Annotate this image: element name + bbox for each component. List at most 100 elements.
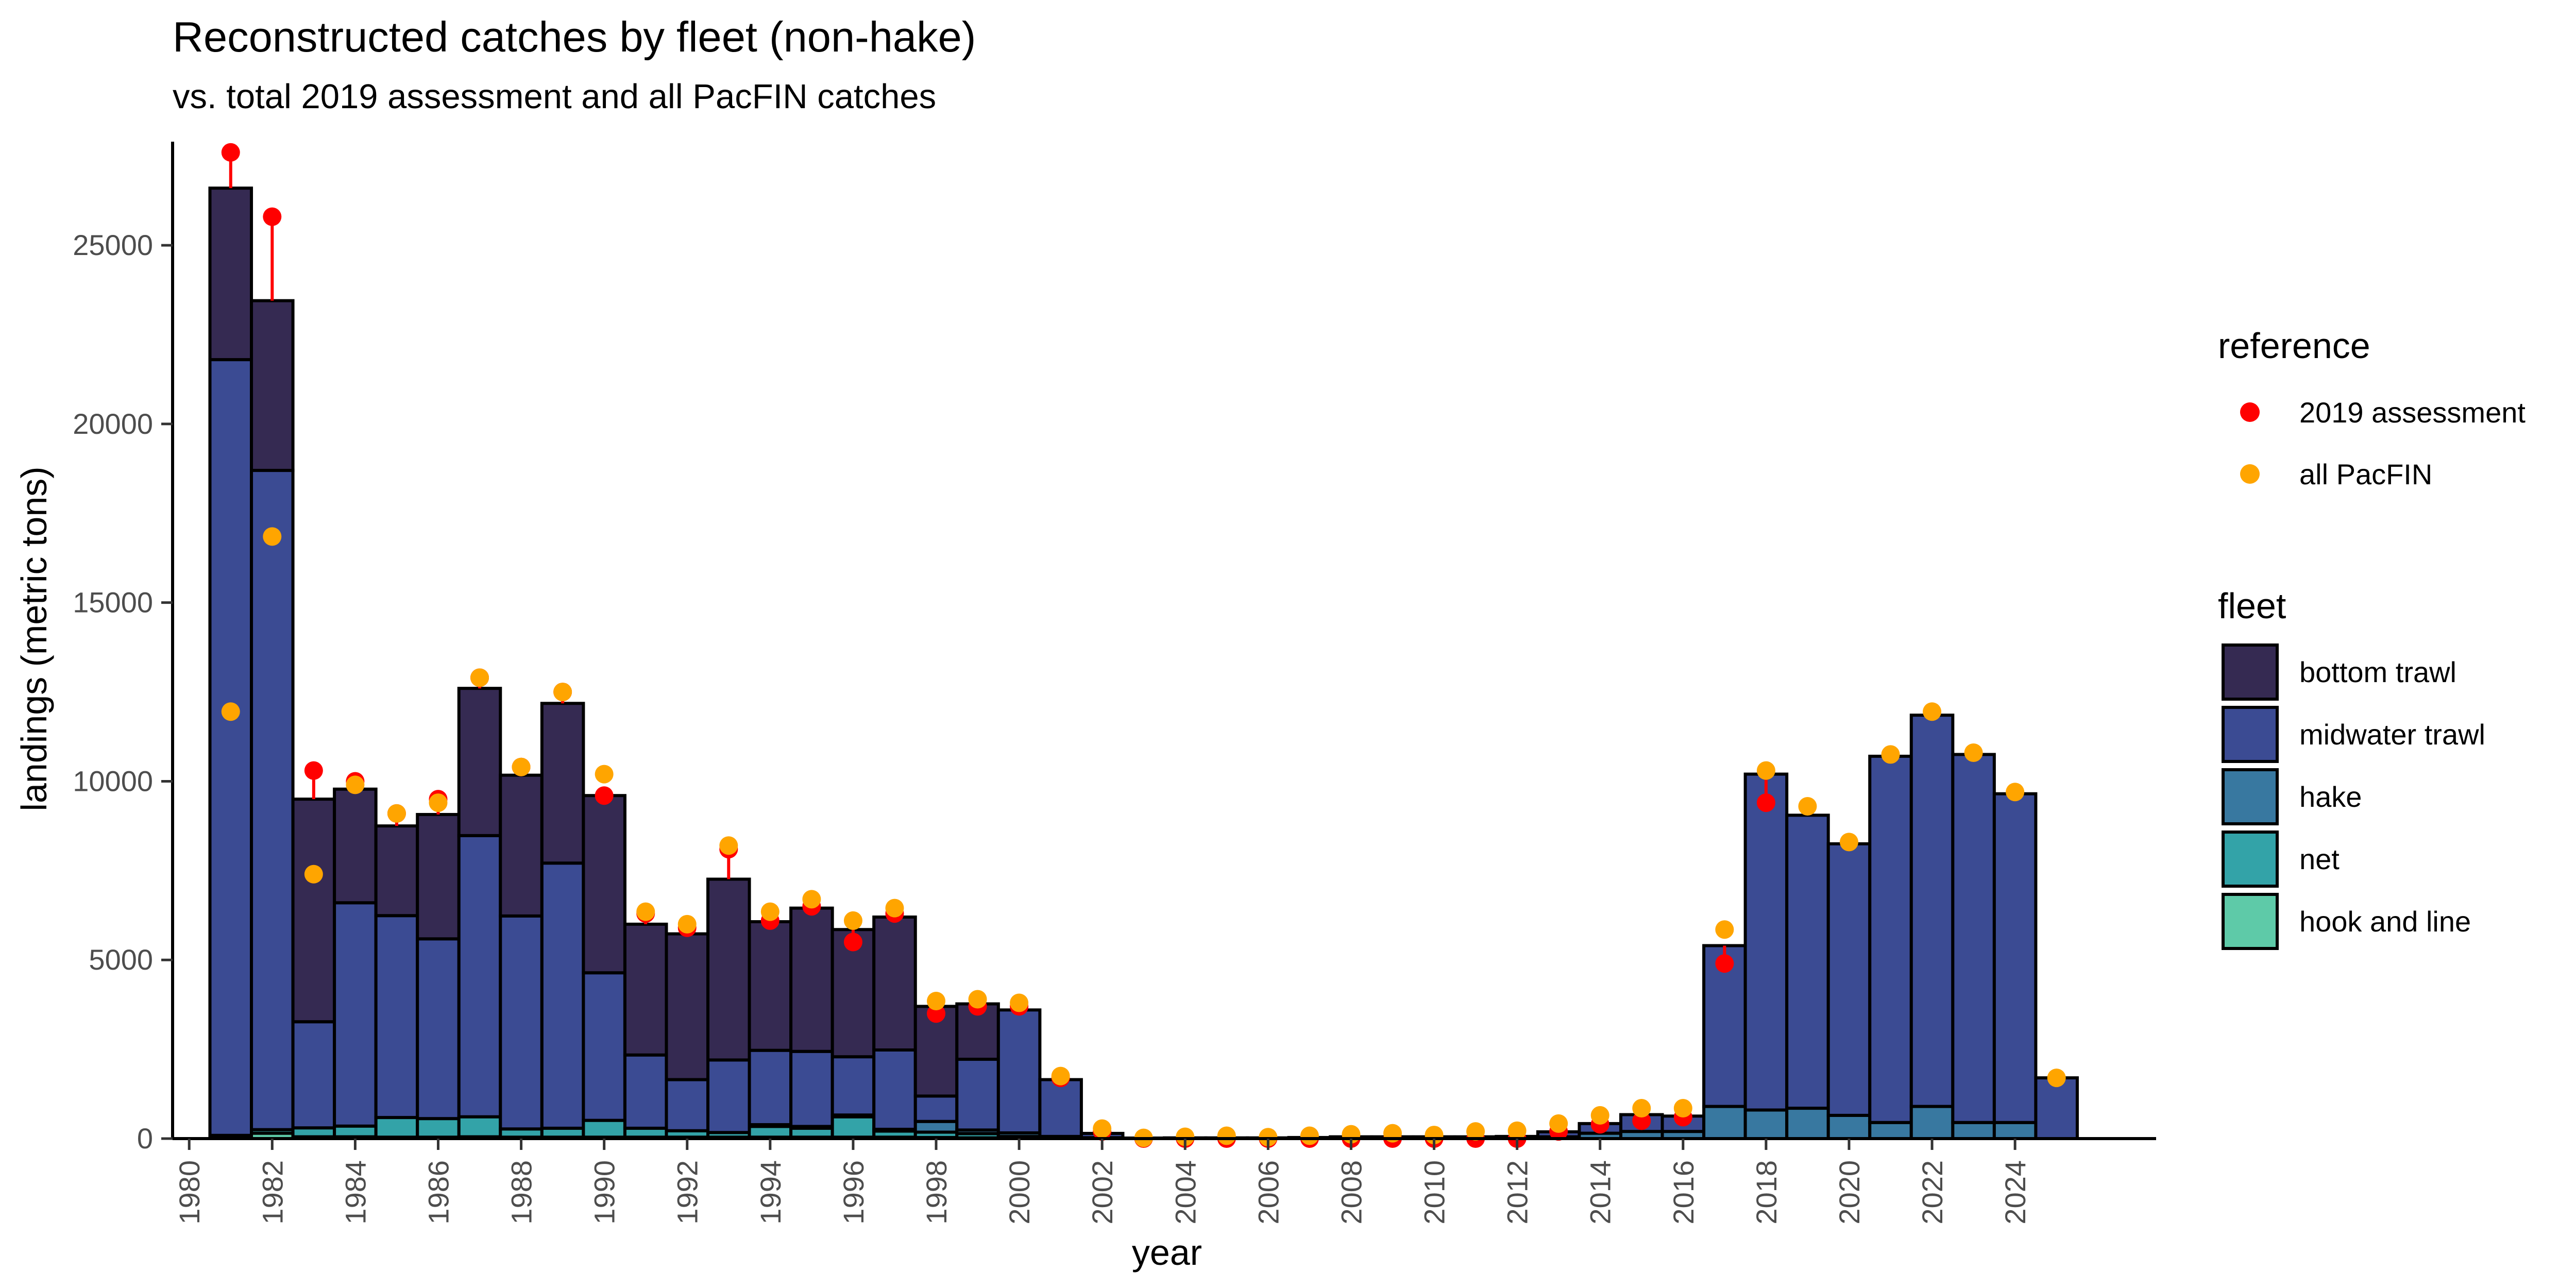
x-tick-label-2024: 2024 — [1999, 1160, 2031, 1225]
bar-midwater-trawl-1991 — [623, 1053, 668, 1130]
bar-net-1990 — [582, 1118, 626, 1139]
point-all-pacfin-1993 — [719, 836, 738, 855]
bar-midwater-trawl-1990 — [582, 971, 626, 1122]
bar-midwater-trawl-2023 — [1951, 753, 1996, 1124]
y-tick-label-0: 0 — [137, 1122, 153, 1155]
point-2019-assessment-1983 — [304, 761, 323, 780]
point-all-pacfin-2023 — [1964, 743, 1983, 762]
bar-midwater-trawl-2024 — [1992, 792, 2038, 1124]
bar-midwater-trawl-1997 — [872, 1048, 917, 1131]
x-tick-label-1980: 1980 — [173, 1160, 206, 1225]
point-all-pacfin-1989 — [553, 683, 572, 702]
point-all-pacfin-2011 — [1466, 1122, 1485, 1141]
x-tick-label-1988: 1988 — [505, 1160, 538, 1225]
x-tick-label-1986: 1986 — [422, 1160, 454, 1225]
point-all-pacfin-1984 — [346, 775, 365, 794]
bar-bottom-trawl-1984 — [333, 787, 378, 905]
point-all-pacfin-1983 — [304, 865, 323, 884]
x-tick-label-2022: 2022 — [1916, 1160, 1948, 1225]
bar-bottom-trawl-1983 — [291, 798, 336, 1024]
x-tick-label-2002: 2002 — [1086, 1160, 1118, 1225]
bar-midwater-trawl-2000 — [996, 1008, 1042, 1134]
y-tick-label-15000: 15000 — [73, 586, 153, 619]
bar-bottom-trawl-1988 — [499, 773, 544, 918]
bar-midwater-trawl-1981 — [208, 358, 253, 1137]
point-2019-assessment-1990 — [595, 786, 614, 805]
bar-net-1986 — [416, 1117, 461, 1139]
bar-midwater-trawl-1987 — [457, 834, 502, 1118]
bar-midwater-trawl-1986 — [416, 937, 461, 1121]
point-2019-assessment-1996 — [843, 933, 862, 952]
bar-midwater-trawl-1998 — [913, 1094, 959, 1123]
bar-bottom-trawl-1995 — [789, 906, 834, 1053]
point-all-pacfin-1998 — [927, 991, 946, 1010]
point-all-pacfin-2018 — [1756, 761, 1775, 780]
point-all-pacfin-1986 — [429, 793, 448, 812]
bar-midwater-trawl-1996 — [831, 1055, 876, 1117]
bar-bottom-trawl-1990 — [582, 794, 626, 975]
point-all-pacfin-2007 — [1300, 1126, 1319, 1145]
bar-hake-2024 — [1992, 1121, 2038, 1140]
point-all-pacfin-1997 — [885, 899, 904, 918]
point-all-pacfin-2019 — [1798, 797, 1817, 816]
legend-label-2019-assessment: 2019 assessment — [2299, 396, 2526, 429]
bar-bottom-trawl-1981 — [208, 187, 253, 362]
point-all-pacfin-2017 — [1715, 920, 1734, 939]
point-all-pacfin-2024 — [2006, 783, 2025, 802]
bar-midwater-trawl-1989 — [540, 861, 585, 1130]
legend-swatch-bottom-trawl — [2222, 643, 2279, 701]
bar-hake-1998 — [913, 1120, 959, 1134]
legend-label-bottom-trawl: bottom trawl — [2299, 656, 2456, 688]
bar-hake-2017 — [1702, 1105, 1747, 1140]
bar-bottom-trawl-1992 — [665, 932, 710, 1081]
bar-midwater-trawl-1985 — [374, 914, 419, 1120]
legend-swatch-net — [2222, 831, 2279, 888]
point-2019-assessment-2018 — [1756, 793, 1775, 812]
point-all-pacfin-2014 — [1590, 1106, 1609, 1125]
bar-midwater-trawl-1992 — [665, 1078, 710, 1132]
x-tick-label-2018: 2018 — [1750, 1160, 1783, 1225]
legend-swatch-hake — [2222, 768, 2279, 825]
legend-label-net: net — [2299, 843, 2340, 875]
bar-midwater-trawl-1993 — [706, 1058, 751, 1134]
bar-midwater-trawl-1988 — [499, 914, 544, 1131]
point-2019-assessment-1981 — [221, 143, 240, 162]
point-all-pacfin-1999 — [968, 990, 987, 1009]
bar-midwater-trawl-2018 — [1743, 772, 1789, 1112]
bar-net-1996 — [831, 1115, 876, 1139]
chart-title: Reconstructed catches by fleet (non-hake… — [173, 13, 976, 61]
point-all-pacfin-2002 — [1093, 1119, 1112, 1138]
y-tick-label-25000: 25000 — [73, 229, 153, 261]
point-all-pacfin-1981 — [221, 702, 240, 721]
point-all-pacfin-1994 — [760, 902, 779, 921]
y-axis-title: landings (metric tons) — [14, 466, 54, 811]
bar-hake-2020 — [1826, 1113, 1872, 1141]
bar-hake-2018 — [1743, 1108, 1789, 1140]
point-all-pacfin-2012 — [1507, 1121, 1527, 1140]
x-tick-label-1998: 1998 — [920, 1160, 953, 1225]
bar-bottom-trawl-1982 — [250, 299, 295, 472]
point-all-pacfin-1995 — [802, 890, 821, 909]
x-tick-label-1982: 1982 — [256, 1160, 289, 1225]
point-all-pacfin-1985 — [387, 804, 406, 823]
bar-bottom-trawl-1987 — [457, 687, 502, 837]
bar-bottom-trawl-1989 — [540, 702, 585, 865]
point-2019-assessment-1982 — [263, 207, 282, 226]
bar-hake-2021 — [1868, 1121, 1913, 1140]
point-all-pacfin-2020 — [1839, 833, 1858, 852]
bar-midwater-trawl-2001 — [1038, 1078, 1083, 1138]
bar-bottom-trawl-1997 — [872, 916, 917, 1052]
bar-bottom-trawl-1985 — [374, 824, 419, 918]
bar-midwater-trawl-1982 — [250, 469, 295, 1131]
point-all-pacfin-2022 — [1923, 702, 1942, 721]
bar-midwater-trawl-1995 — [789, 1049, 834, 1128]
bar-hake-2022 — [1909, 1105, 1955, 1140]
bar-midwater-trawl-1994 — [748, 1048, 793, 1126]
x-tick-label-1990: 1990 — [588, 1160, 621, 1225]
point-all-pacfin-2005 — [1217, 1126, 1236, 1145]
y-tick-label-10000: 10000 — [73, 765, 153, 797]
x-tick-label-2016: 2016 — [1667, 1160, 1700, 1225]
bar-hake-2023 — [1951, 1121, 1996, 1140]
legend-label-all-pacfin: all PacFIN — [2299, 458, 2432, 490]
x-tick-label-2010: 2010 — [1418, 1160, 1451, 1225]
